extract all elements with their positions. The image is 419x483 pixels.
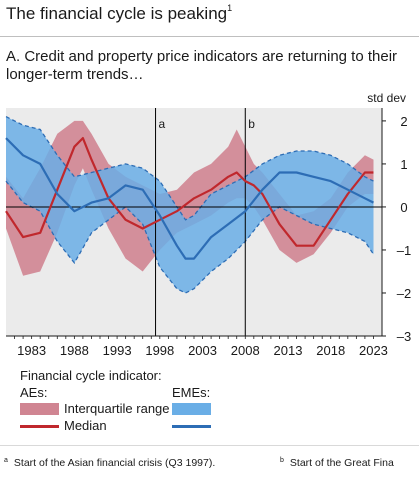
x-tick-label: 1993 [103, 343, 132, 358]
footnote-a: a Start of the Asian financial crisis (Q3… [4, 457, 215, 469]
legend-iqr-label: Interquartile range [64, 401, 170, 416]
eme-q1-edge [5, 180, 375, 294]
title-footnote-mark: 1 [227, 3, 233, 13]
title-divider [0, 36, 419, 37]
y-tick-label: –2 [397, 286, 411, 301]
x-tick-label: 2013 [274, 343, 303, 358]
legend-title: Financial cycle indicator: [20, 368, 162, 383]
x-tick-label: 2008 [231, 343, 260, 358]
footnote-b: b Start of the Great Fina [280, 457, 394, 469]
eme-q3-edge [5, 116, 374, 221]
y-tick-label: –1 [397, 243, 411, 258]
footnote-a-text: Start of the Asian financial crisis (Q3 … [13, 457, 216, 469]
eme-median-line [5, 137, 374, 260]
x-tick-label: 2018 [316, 343, 345, 358]
legend-eme-iqr-swatch [172, 403, 211, 415]
eme-iqr-band [6, 116, 374, 293]
legend-ae-iqr-swatch [20, 403, 59, 415]
y-tick-label: 0 [400, 200, 407, 215]
footnote-divider [0, 445, 419, 446]
event-label-a: a [159, 117, 166, 131]
y-tick-label: 1 [400, 157, 407, 172]
x-tick-label: 1988 [60, 343, 89, 358]
x-tick-label: 1998 [145, 343, 174, 358]
footnote-b-mark: b [280, 457, 284, 464]
event-label-b: b [248, 117, 255, 131]
chart-svg: a b 2 1 0 –1 –2 –3 1983 1988 1993 1998 2003 2008 2013 2… [5, 91, 411, 358]
y-tick-label: –3 [397, 329, 411, 344]
panel-title: A. Credit and property price indicators … [6, 48, 398, 83]
y-tick-label: 2 [400, 114, 407, 129]
legend-median-label: Median [64, 418, 107, 433]
x-tick-label: 2023 [359, 343, 388, 358]
x-tick-label: 2003 [188, 343, 217, 358]
x-tick-label: 1983 [17, 343, 46, 358]
chart-title: The financial cycle is peaking1 [6, 3, 233, 23]
y-axis-unit-label: std dev [367, 91, 406, 105]
legend-eme-median-swatch [172, 425, 211, 428]
ae-iqr-band [6, 120, 374, 276]
footnote-a-mark: a [4, 457, 8, 464]
ae-median-line [5, 137, 374, 247]
legend-ae-median-swatch [20, 425, 59, 428]
footnote-b-text: Start of the Great Fina [289, 457, 394, 469]
legend-group-ae: AEs: [20, 385, 48, 400]
legend-group-eme: EMEs: [172, 385, 211, 400]
